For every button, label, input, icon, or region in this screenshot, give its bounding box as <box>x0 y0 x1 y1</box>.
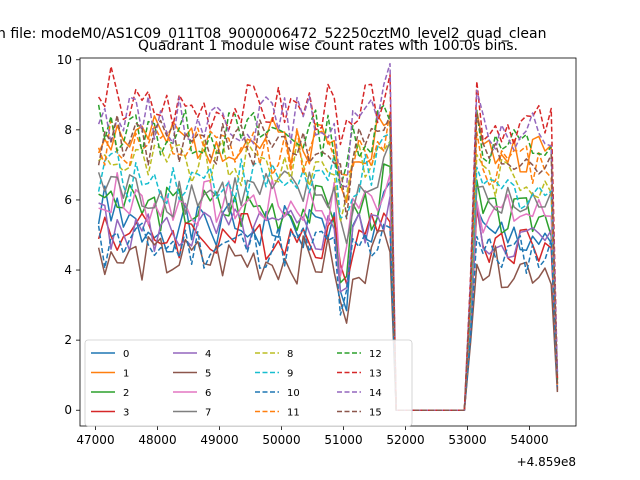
legend-label-9: 9 <box>287 369 293 380</box>
legend-label-10: 10 <box>287 388 300 399</box>
legend-label-11: 11 <box>287 408 300 419</box>
legend-label-5: 5 <box>205 369 211 380</box>
legend-label-2: 2 <box>123 388 129 399</box>
series-line-5 <box>97 230 559 411</box>
legend-label-13: 13 <box>369 369 382 380</box>
series-line-15 <box>97 113 559 411</box>
legend-box <box>84 339 413 427</box>
series-line-4 <box>98 195 559 411</box>
legend-label-14: 14 <box>369 388 382 399</box>
chart-title: Quadrant 1 module wise count rates with … <box>138 38 518 54</box>
y-tick-label: 0 <box>64 403 72 417</box>
legend-label-3: 3 <box>123 408 129 419</box>
series-line-11 <box>97 110 559 411</box>
x-axis: 47000 48000 49000 50000 51000 52000 53000 54000 <box>76 426 549 447</box>
series-line-2 <box>98 163 559 411</box>
legend-label-0: 0 <box>123 349 129 360</box>
x-tick-label: 51000 <box>324 433 362 447</box>
legend-label-12: 12 <box>369 349 382 360</box>
series-line-14 <box>97 62 559 411</box>
legend-label-7: 7 <box>205 408 211 419</box>
series-line-9 <box>97 132 559 411</box>
x-tick-label: 48000 <box>138 433 176 447</box>
series-line-10 <box>97 222 559 411</box>
chart-suptitle: n file: modeM0/AS1C09_011T08_9000006472_… <box>0 26 546 42</box>
series-line-7 <box>97 141 559 411</box>
legend-label-8: 8 <box>287 349 293 360</box>
y-tick-label: 2 <box>64 333 72 347</box>
legend-label-4: 4 <box>205 349 211 360</box>
x-tick-label: 50000 <box>262 433 300 447</box>
x-offset-text: +4.859e8 <box>517 455 576 469</box>
x-tick-label: 49000 <box>200 433 238 447</box>
series-line-13 <box>97 65 559 411</box>
x-tick-label: 52000 <box>386 433 424 447</box>
legend-label-6: 6 <box>205 388 211 399</box>
series-line-8 <box>98 139 559 411</box>
y-tick-label: 8 <box>64 123 72 137</box>
y-tick-label: 10 <box>57 53 72 67</box>
y-axis: 0 2 4 6 8 10 <box>57 53 80 417</box>
plot-lines <box>97 62 559 411</box>
series-line-6 <box>98 171 559 411</box>
y-tick-label: 6 <box>64 193 72 207</box>
x-tick-label: 54000 <box>510 433 548 447</box>
legend-label-1: 1 <box>123 369 129 380</box>
x-tick-label: 47000 <box>76 433 114 447</box>
legend-label-15: 15 <box>369 408 382 419</box>
x-tick-label: 53000 <box>448 433 486 447</box>
series-line-12 <box>97 104 559 411</box>
y-tick-label: 4 <box>64 263 72 277</box>
